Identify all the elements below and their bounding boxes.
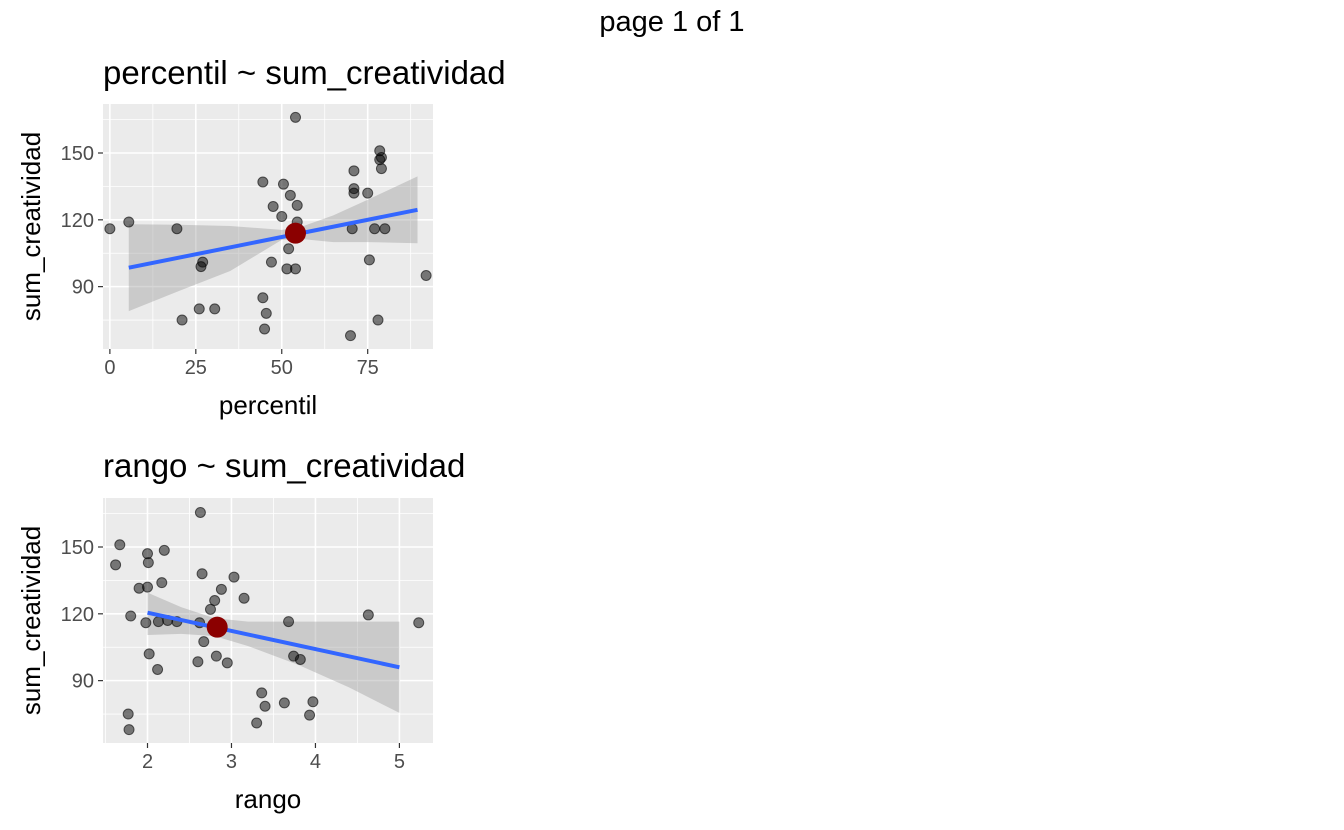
chart-title: rango ~ sum_creatividad — [103, 447, 465, 484]
y-tick-label: 120 — [61, 604, 94, 626]
data-point — [369, 223, 381, 235]
x-tick-label: 25 — [185, 357, 207, 379]
y-tick-label: 150 — [61, 537, 94, 559]
chart-title: percentil ~ sum_creatividad — [103, 54, 506, 91]
data-point — [256, 687, 268, 699]
y-tick-label: 150 — [61, 143, 94, 165]
data-point — [176, 314, 188, 326]
data-point — [192, 656, 204, 668]
data-point — [194, 506, 206, 518]
data-point — [171, 223, 183, 235]
data-point — [158, 544, 170, 556]
data-point — [197, 256, 209, 268]
data-point — [152, 616, 164, 628]
data-point — [152, 664, 164, 675]
data-point — [110, 559, 122, 571]
data-point — [193, 303, 205, 315]
data-point — [142, 581, 154, 593]
y-axis-title: sum_creatividad — [16, 132, 46, 321]
data-point — [363, 254, 375, 266]
data-point — [221, 657, 233, 669]
data-point — [251, 717, 263, 729]
data-point — [290, 111, 301, 123]
data-point — [204, 603, 216, 615]
data-point — [362, 187, 374, 199]
data-point — [304, 709, 316, 721]
x-tick-label: 2 — [142, 751, 153, 773]
y-axis-title: sum_creatividad — [16, 526, 46, 715]
data-point — [257, 176, 269, 188]
x-axis-title: rango — [235, 784, 302, 814]
x-tick-label: 50 — [271, 357, 293, 379]
data-point — [283, 616, 295, 628]
data-point — [140, 617, 152, 629]
data-point — [284, 189, 296, 201]
data-point — [307, 696, 319, 708]
x-tick-label: 4 — [310, 751, 321, 773]
data-point — [104, 223, 116, 235]
data-point — [348, 165, 360, 177]
data-point — [379, 223, 391, 235]
data-point — [238, 592, 250, 604]
confidence-band — [128, 176, 418, 312]
data-point — [375, 163, 387, 175]
x-tick-label: 5 — [394, 751, 405, 773]
chart-panel-1: percentil ~ sum_creatividad 0 25 50 75 90 120 1… — [16, 54, 506, 420]
data-point — [259, 323, 271, 335]
x-tick-label: 3 — [226, 751, 237, 773]
data-point — [123, 724, 135, 736]
data-point — [276, 210, 288, 222]
x-tick-label: 75 — [357, 357, 379, 379]
x-tick-label: 0 — [104, 357, 115, 379]
data-point — [257, 292, 269, 304]
data-point — [420, 270, 432, 281]
page-indicator: page 1 of 1 — [599, 6, 745, 38]
data-point — [156, 577, 168, 589]
mean-point — [206, 616, 228, 638]
data-point — [210, 650, 222, 662]
data-point — [260, 307, 272, 319]
y-tick-label: 90 — [72, 671, 94, 693]
data-point — [114, 539, 126, 551]
data-point — [142, 557, 154, 569]
data-point — [290, 263, 301, 275]
data-point — [122, 708, 134, 720]
data-point — [294, 653, 306, 665]
regression-line — [128, 207, 418, 270]
data-point — [209, 594, 221, 606]
data-point — [215, 583, 227, 595]
data-point — [278, 697, 290, 709]
data-point — [143, 648, 155, 660]
data-point — [413, 617, 425, 629]
data-point — [123, 216, 135, 228]
data-point — [375, 151, 387, 163]
data-point — [277, 178, 289, 190]
data-point — [348, 183, 360, 195]
regression-line — [147, 610, 400, 670]
data-point — [228, 571, 240, 583]
data-point — [362, 609, 374, 621]
data-point — [198, 636, 210, 648]
data-point — [265, 256, 277, 268]
data-point — [345, 330, 356, 342]
data-point — [372, 314, 384, 326]
data-point — [283, 243, 295, 255]
data-point — [259, 700, 271, 712]
x-axis-title: percentil — [219, 390, 317, 420]
chart-panel-2: rango ~ sum_creatividad 2 3 4 5 90 120 150 rango… — [16, 447, 465, 814]
data-point — [196, 568, 208, 580]
data-point — [291, 199, 303, 211]
data-point — [125, 610, 137, 622]
y-tick-label: 120 — [61, 210, 94, 232]
y-tick-label: 90 — [72, 277, 94, 299]
data-point — [209, 303, 221, 315]
mean-point — [285, 222, 306, 244]
data-point — [267, 200, 279, 212]
